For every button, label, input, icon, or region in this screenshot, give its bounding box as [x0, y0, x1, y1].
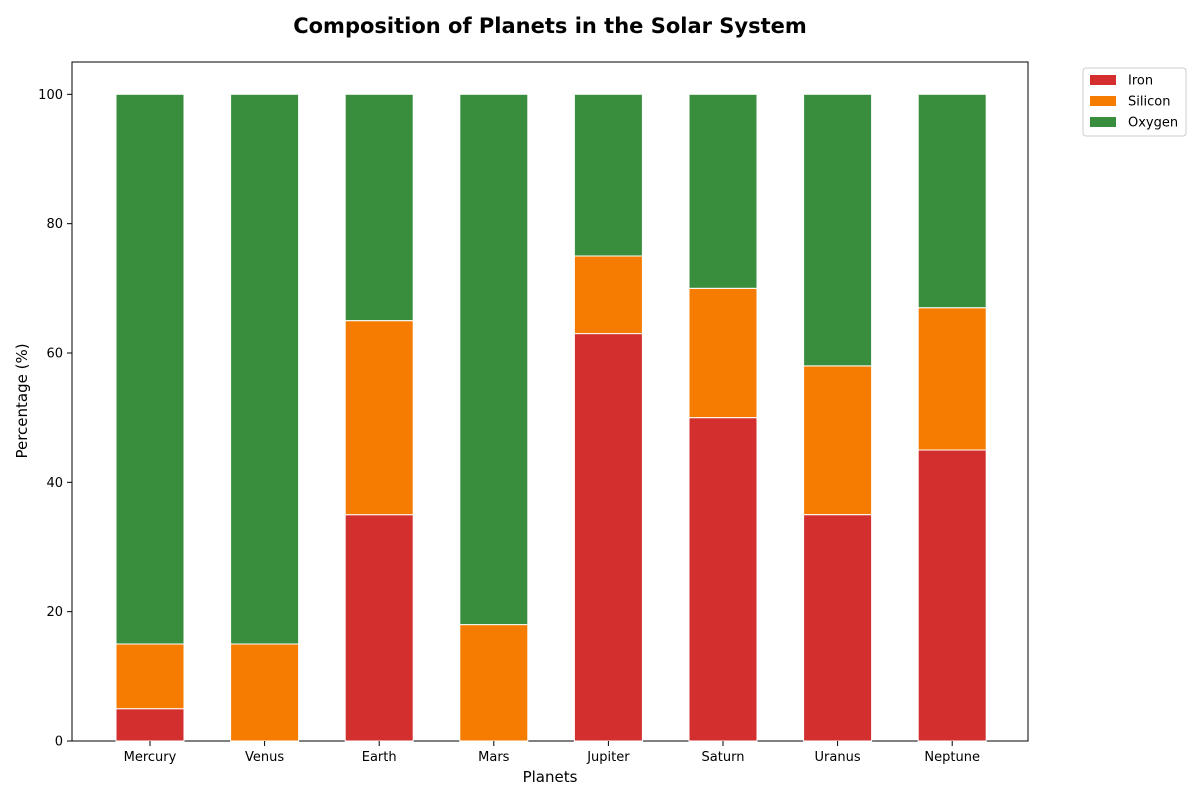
bar-earth-silicon — [344, 320, 414, 516]
bar-mercury-oxygen — [115, 93, 185, 645]
x-tick-label: Mercury — [124, 750, 177, 765]
bar-neptune-oxygen — [917, 93, 987, 309]
x-tick-label: Saturn — [702, 750, 745, 765]
bars-group — [115, 93, 987, 742]
x-tick-label: Earth — [362, 750, 397, 765]
bar-mars-silicon — [459, 624, 529, 742]
legend-label-iron: Iron — [1128, 74, 1153, 89]
x-axis-ticks: Mercury Venus Earth Mars Jupiter Saturn Uranus… — [124, 741, 980, 765]
legend-swatch-iron — [1090, 75, 1116, 85]
legend-label-silicon: Silicon — [1128, 95, 1170, 110]
y-axis-label: Percentage (%) — [13, 343, 31, 458]
bar-jupiter-iron — [573, 333, 643, 742]
bar-mars-oxygen — [459, 93, 529, 626]
y-tick-label: 60 — [46, 347, 63, 362]
bar-neptune-iron — [917, 449, 987, 742]
legend-swatch-silicon — [1090, 96, 1116, 106]
y-tick-label: 20 — [46, 605, 63, 620]
bar-earth-iron — [344, 514, 414, 742]
bar-jupiter-oxygen — [573, 93, 643, 257]
x-tick-label: Venus — [245, 750, 284, 765]
legend-label-oxygen: Oxygen — [1128, 116, 1178, 131]
x-tick-label: Neptune — [924, 750, 980, 765]
bar-mercury-iron — [115, 708, 185, 742]
bar-jupiter-silicon — [573, 255, 643, 335]
y-tick-label: 100 — [38, 88, 63, 103]
x-tick-label: Mars — [478, 750, 510, 765]
legend: Iron Silicon Oxygen — [1082, 67, 1187, 137]
bar-uranus-iron — [803, 514, 873, 742]
bar-uranus-oxygen — [803, 93, 873, 367]
y-tick-label: 40 — [46, 476, 63, 491]
bar-saturn-oxygen — [688, 93, 758, 289]
bar-mercury-silicon — [115, 643, 185, 710]
bar-saturn-silicon — [688, 287, 758, 419]
bar-neptune-silicon — [917, 307, 987, 451]
bar-venus-oxygen — [230, 93, 300, 645]
y-axis-ticks: 0 20 40 60 80 100 — [38, 88, 72, 750]
bar-earth-oxygen — [344, 93, 414, 322]
legend-swatch-oxygen — [1090, 117, 1116, 127]
plot-area-frame — [71, 61, 1029, 742]
bar-saturn-iron — [688, 417, 758, 742]
y-tick-label: 80 — [46, 217, 63, 232]
x-tick-label: Uranus — [815, 750, 861, 765]
y-tick-label: 0 — [55, 735, 63, 750]
x-tick-label: Jupiter — [586, 750, 630, 765]
chart-title: Composition of Planets in the Solar Syst… — [293, 14, 807, 38]
x-axis-label: Planets — [523, 768, 578, 786]
bar-uranus-silicon — [803, 365, 873, 516]
bar-venus-silicon — [230, 643, 300, 742]
